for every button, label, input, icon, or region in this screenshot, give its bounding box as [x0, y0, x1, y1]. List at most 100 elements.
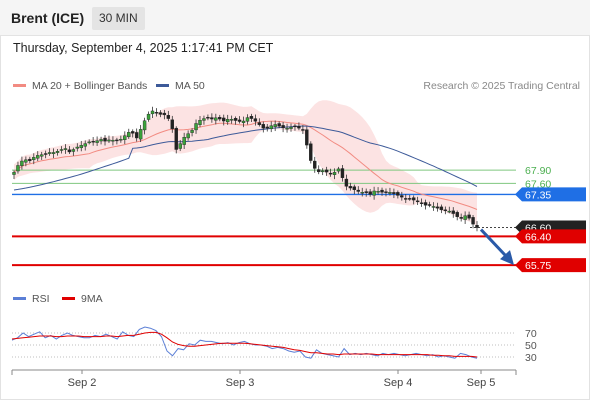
candle-body [277, 123, 281, 127]
candle-body [40, 154, 44, 157]
candle-body [202, 118, 206, 121]
candle-body [344, 178, 349, 187]
legend-bollinger-label: MA 20 + Bollinger Bands [32, 80, 148, 92]
candle-body [95, 140, 99, 143]
candle-body [103, 137, 107, 142]
candle-body [186, 133, 190, 139]
candle-body [174, 127, 178, 150]
legend-9ma-label: 9MA [81, 293, 103, 305]
candle-body [249, 116, 254, 119]
candle-body [79, 145, 83, 149]
candle-body [392, 192, 396, 194]
legend-ma50: MA 50 [156, 80, 205, 92]
candle-body [400, 195, 404, 198]
research-credit: Research © 2025 Trading Central [423, 80, 580, 92]
candle-body [376, 191, 380, 193]
candle-body [245, 117, 250, 122]
legend-ma50-swatch [156, 83, 169, 87]
candle-body [257, 122, 262, 125]
candle-body [43, 153, 48, 155]
candle-body [360, 192, 364, 194]
time-tick-label-3: Sep 5 [467, 377, 496, 389]
candle-body [423, 202, 428, 206]
candle-body [32, 157, 36, 160]
candle-body [127, 132, 131, 138]
candle-body [115, 139, 119, 142]
level-label-2: 67.35 [525, 189, 551, 201]
legend-ma50-label: MA 50 [175, 80, 205, 92]
candle-body [229, 119, 234, 121]
legend-rsi-label: RSI [32, 293, 50, 305]
candle-body [142, 120, 147, 131]
legend-rsi-swatch [13, 296, 26, 300]
candle-body [431, 206, 436, 208]
candle-body [210, 117, 214, 120]
candle-body [384, 191, 388, 193]
candle-body [190, 130, 194, 133]
candle-body [158, 112, 163, 115]
time-tick-label-1: Sep 3 [226, 377, 255, 389]
candle-body [439, 206, 444, 211]
candle-body [301, 129, 305, 131]
level-label-0: 67.90 [525, 165, 551, 177]
timeframe-button[interactable]: 30 MIN [92, 7, 145, 30]
candle-body [340, 168, 345, 178]
candle-body [12, 172, 16, 175]
candle-body [253, 118, 258, 122]
candle-body [443, 209, 448, 212]
candle-body [51, 152, 56, 154]
candle-body [285, 127, 289, 130]
candle-body [150, 110, 155, 115]
candle-body [123, 135, 127, 140]
candle-body [146, 113, 151, 120]
candle-body [20, 160, 24, 166]
candle-body [198, 120, 202, 125]
candle-body [83, 143, 87, 147]
candle-body [111, 139, 115, 142]
candle-body [91, 140, 95, 143]
candle-body [241, 120, 246, 123]
level-label-1: 67.60 [525, 178, 551, 190]
candle-body [269, 125, 273, 130]
candle-body [408, 198, 412, 200]
candle-body [455, 212, 459, 217]
candle-body [24, 159, 28, 163]
candle-body [372, 190, 376, 196]
candle-body [336, 168, 341, 172]
legend-9ma: 9MA [62, 293, 103, 305]
rsi-9ma-line [11, 331, 478, 358]
candle-body [67, 149, 72, 153]
candle-body [281, 125, 285, 129]
level-tag-4 [515, 229, 586, 244]
candle-body [293, 125, 297, 128]
candle-body [427, 204, 432, 206]
candle-body [463, 215, 467, 220]
candle-body [324, 169, 329, 173]
candle-body [261, 124, 266, 129]
candle-body [475, 225, 479, 228]
candle-body [309, 143, 313, 161]
candle-body [467, 214, 471, 219]
candle-body [364, 191, 368, 193]
candle-body [59, 149, 64, 151]
candle-body [233, 118, 238, 121]
candle-body [162, 112, 167, 116]
time-axis: Sep 2 Sep 3 Sep 4 Sep 5 [11, 369, 517, 389]
candle-body [435, 206, 440, 209]
level-tag-5 [515, 258, 586, 273]
rsi-tick-label-2: 70 [525, 328, 537, 340]
ma50-line [13, 125, 478, 191]
candle-body [404, 198, 408, 200]
candle-body [16, 165, 20, 172]
candle-body [28, 158, 32, 161]
candle-body [218, 117, 222, 120]
candle-body [388, 192, 392, 194]
candle-body [356, 189, 360, 192]
forecast-arrow-head [500, 250, 514, 266]
legend-rsi: RSI [13, 293, 50, 305]
candle-body [194, 123, 198, 131]
candle-body [178, 143, 182, 149]
